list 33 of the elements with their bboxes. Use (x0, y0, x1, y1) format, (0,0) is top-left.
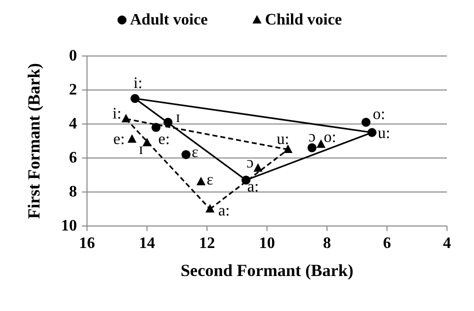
annotation: u: (276, 131, 290, 148)
annotation: a: (218, 202, 230, 220)
x-tick-label: 16 (79, 235, 95, 252)
annotation: i: (112, 105, 122, 122)
annotation: ɛ (192, 144, 199, 162)
x-tick-label: 14 (139, 235, 155, 252)
y-tick-label: 4 (69, 116, 77, 132)
x-axis-title: Second Formant (Bark) (180, 261, 354, 280)
legend-label: Child voice (265, 12, 342, 28)
annotation: ɪ (176, 108, 180, 126)
x-tick-label: 8 (323, 235, 331, 252)
legend-label: Adult voice (130, 12, 208, 28)
y-tick-label: 8 (69, 184, 77, 200)
y-tick-label: 10 (61, 218, 77, 234)
x-tick-label: 10 (259, 235, 275, 252)
x-tick-label: 12 (199, 235, 215, 252)
y-tick-label: 2 (69, 82, 77, 98)
annotation: ɪ (138, 141, 144, 158)
annotation: u: (378, 125, 390, 142)
annotation: o: (372, 106, 386, 123)
y-tick-label: 0 (69, 48, 77, 64)
y-axis-title: First Formant (Bark) (24, 63, 44, 219)
y-tick-label: 6 (69, 150, 77, 166)
annotation: ɛ (206, 171, 214, 188)
annotation: e: (113, 130, 125, 148)
annotation: o: (324, 128, 336, 146)
annotation: a: (247, 178, 259, 196)
x-tick-label: 6 (383, 235, 391, 252)
annotation: e: (158, 130, 170, 148)
annotation: ɔ (308, 128, 316, 146)
annotation: i: (134, 75, 142, 92)
x-tick-label: 4 (443, 235, 451, 252)
annotation: ɔ (246, 154, 254, 172)
